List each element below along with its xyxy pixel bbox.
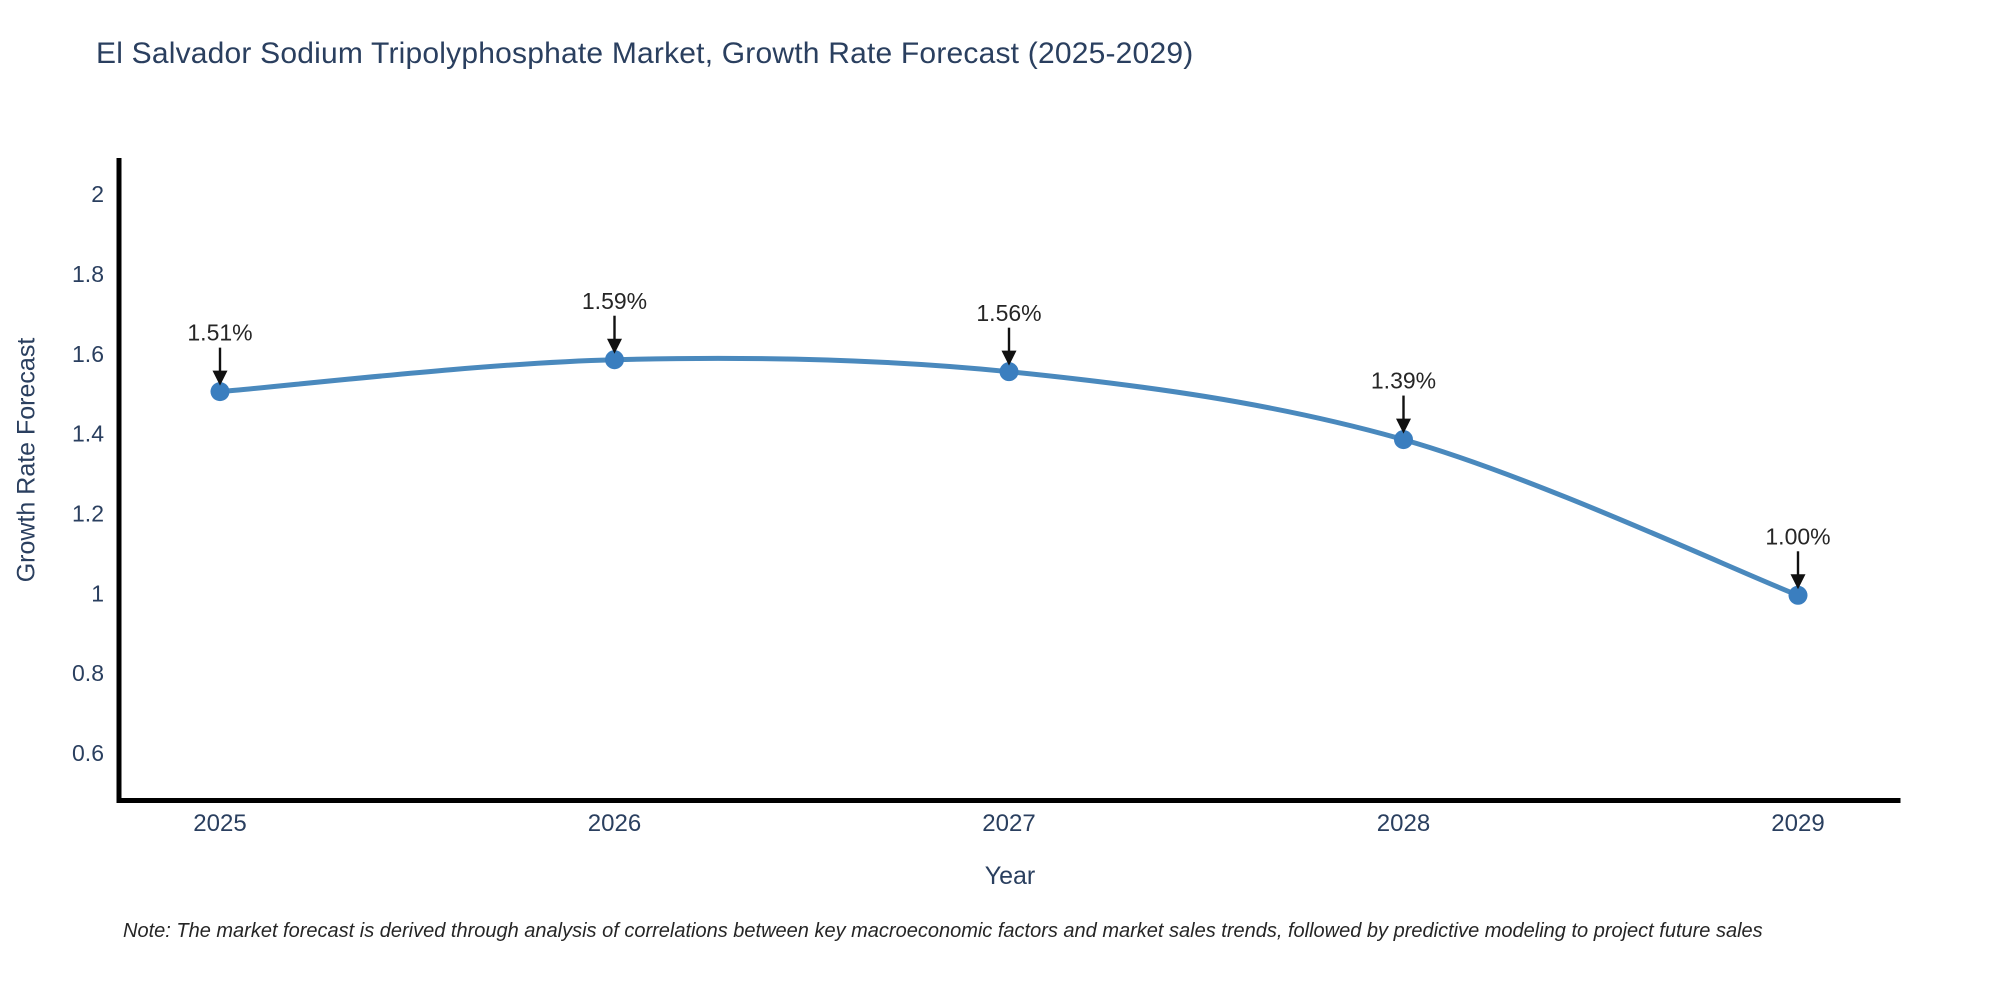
data-point-marker bbox=[210, 382, 230, 402]
annotation-arrowhead-icon bbox=[1790, 574, 1806, 590]
data-point-marker bbox=[999, 362, 1019, 382]
x-tick-labels: 2025 2026 2027 2028 2029 bbox=[193, 810, 1824, 837]
point-value-label: 1.51% bbox=[187, 320, 252, 346]
y-tick-label: 1 bbox=[91, 580, 104, 606]
data-point-marker bbox=[605, 350, 624, 370]
y-axis-spine bbox=[116, 158, 122, 803]
y-tick-label: 2 bbox=[91, 181, 104, 207]
footnote: Note: The market forecast is derived thr… bbox=[123, 920, 1763, 942]
point-value-label: 1.39% bbox=[1371, 368, 1436, 394]
axis-spines bbox=[116, 158, 1901, 803]
y-tick-labels: 2 1.8 1.6 1.4 1.2 1 0.8 0.6 bbox=[72, 181, 104, 766]
growth-rate-line bbox=[217, 355, 1801, 598]
x-tick-label: 2029 bbox=[1771, 810, 1824, 837]
data-point-marker bbox=[1788, 585, 1808, 605]
y-tick-label: 1.6 bbox=[72, 341, 104, 367]
y-tick-label: 0.6 bbox=[72, 740, 104, 766]
data-point-marker bbox=[1394, 430, 1413, 450]
annotation-arrowhead-icon bbox=[212, 370, 228, 386]
x-tick-label: 2025 bbox=[193, 810, 246, 837]
x-tick-label: 2026 bbox=[588, 810, 641, 837]
x-axis-title: Year bbox=[984, 862, 1036, 890]
point-value-label: 1.00% bbox=[1765, 523, 1830, 549]
x-tick-label: 2027 bbox=[982, 810, 1035, 837]
annotation-arrowhead-icon bbox=[1396, 418, 1411, 434]
annotation-arrowhead-icon bbox=[607, 338, 622, 354]
point-value-label: 1.56% bbox=[976, 300, 1041, 326]
y-tick-label: 1.4 bbox=[72, 421, 104, 447]
point-annotations: 1.51% 1.59% 1.56% 1.39% 1.00% bbox=[187, 288, 1831, 590]
y-tick-label: 1.8 bbox=[72, 261, 104, 287]
y-tick-label: 0.8 bbox=[72, 660, 104, 686]
y-tick-label: 1.2 bbox=[72, 501, 104, 527]
x-axis-spine bbox=[116, 798, 1901, 803]
x-tick-label: 2028 bbox=[1377, 810, 1430, 837]
annotation-arrowhead-icon bbox=[1001, 350, 1017, 366]
line-series bbox=[210, 350, 1808, 605]
point-value-label: 1.59% bbox=[582, 288, 647, 314]
chart-title: El Salvador Sodium Tripolyphosphate Mark… bbox=[96, 37, 1194, 70]
